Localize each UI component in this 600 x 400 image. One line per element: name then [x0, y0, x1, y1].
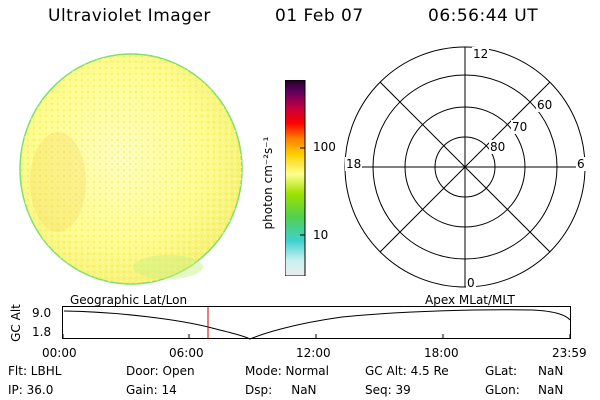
xtick-1800: 18:00	[424, 346, 459, 360]
info-glat-label: GLat:	[485, 364, 518, 378]
xtick-2359: 23:59	[552, 346, 587, 360]
info-gc-alt: GC Alt: 4.5 Re	[365, 364, 449, 378]
mlt-label-18: 18	[345, 157, 363, 171]
xtick-0000: 00:00	[42, 346, 77, 360]
timeline-right-title: Apex MLat/MLT	[425, 293, 515, 307]
info-glon-label: GLon:	[485, 383, 520, 397]
info-mode: Mode: Normal	[245, 364, 329, 378]
colorbar-tick-100: 100	[313, 140, 336, 154]
info-seq: Seq: 39	[365, 383, 411, 397]
colorbar-tick-10: 10	[313, 228, 329, 242]
info-glat-value: NaN	[538, 364, 564, 378]
timeline-ytick-high: 9.0	[32, 306, 52, 320]
uv-image-disk	[19, 53, 243, 285]
mlt-label-6: 6	[576, 157, 586, 171]
colorbar-unit-label: photon cm⁻²s⁻¹	[261, 136, 275, 230]
info-dsp: Dsp: NaN	[245, 383, 317, 397]
info-glon-value: NaN	[538, 383, 564, 397]
info-door: Door: Open	[126, 364, 195, 378]
polar-mlt-grid	[344, 46, 586, 288]
altitude-timeline	[62, 306, 571, 340]
time-label: 06:56:44 UT	[428, 6, 539, 26]
instrument-title: Ultraviolet Imager	[48, 6, 211, 26]
mlt-label-12: 12	[472, 47, 490, 61]
date-label: 01 Feb 07	[275, 6, 364, 26]
timeline-ytick-low: 1.8	[32, 325, 52, 339]
mlt-label-0: 0	[466, 276, 476, 290]
xtick-0600: 06:00	[169, 346, 204, 360]
colorbar	[285, 80, 306, 276]
lat-label-80: 80	[489, 140, 507, 154]
info-gain: Gain: 14	[126, 383, 177, 397]
xtick-1200: 12:00	[296, 346, 331, 360]
timeline-axis-label: GC Alt	[9, 304, 23, 342]
info-ip: IP: 36.0	[8, 383, 54, 397]
lat-label-60: 60	[536, 98, 554, 112]
info-filter: Flt: LBHL	[8, 364, 62, 378]
timeline-left-title: Geographic Lat/Lon	[70, 293, 188, 307]
lat-label-70: 70	[511, 120, 529, 134]
